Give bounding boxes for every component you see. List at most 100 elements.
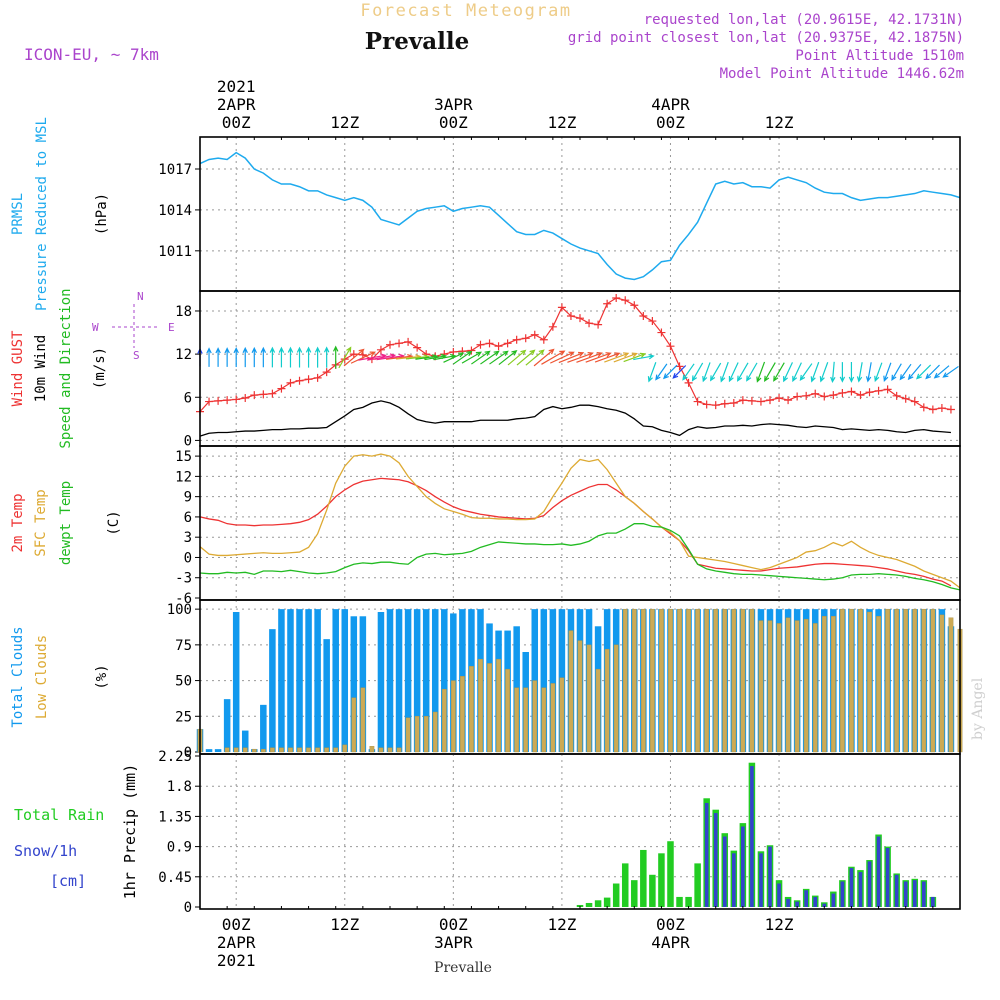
wind-direction-arrow xyxy=(269,346,276,368)
precip-legend-label: Total Rain xyxy=(14,806,104,824)
wind-direction-arrow xyxy=(287,346,294,368)
low-cloud-bar xyxy=(740,608,746,753)
y-tick-label: 9 xyxy=(184,490,192,506)
snow-bar xyxy=(732,853,736,907)
rain-bar xyxy=(621,863,629,907)
y-tick-label: 25 xyxy=(175,709,192,725)
low-cloud-bar xyxy=(478,658,483,753)
rain-bar xyxy=(676,896,683,907)
wind-direction-arrow xyxy=(799,363,813,382)
rain-bar xyxy=(649,874,656,907)
watermark: by Angel xyxy=(970,677,986,740)
total-cloud-bar xyxy=(241,730,249,752)
gust-point xyxy=(413,343,422,352)
low-cloud-bar xyxy=(803,618,809,753)
wind-direction-arrow xyxy=(856,362,863,383)
low-cloud-bar xyxy=(469,666,474,753)
total-cloud-bar xyxy=(413,609,421,752)
low-cloud-bar xyxy=(342,744,348,753)
wind-direction-arrow xyxy=(647,362,657,383)
wind-direction-arrow xyxy=(792,362,802,383)
total-cloud-bar xyxy=(278,609,285,752)
gust-point xyxy=(919,403,928,412)
low-cloud-bar xyxy=(288,747,293,753)
y-axis-unit: 1hr Precip (mm) xyxy=(121,764,139,899)
total-cloud-bar xyxy=(223,699,231,752)
rain-bar xyxy=(612,883,620,907)
wind-direction-arrow xyxy=(933,365,950,379)
wind-direction-arrow xyxy=(206,347,212,367)
wind-direction-arrow xyxy=(810,361,820,383)
y-tick-label: 1017 xyxy=(158,162,192,178)
wind-direction-arrow xyxy=(498,350,518,366)
gust-point xyxy=(856,391,865,400)
x-tick-label-top: 12Z xyxy=(765,113,794,132)
x-tick-label-top: 00Z xyxy=(439,113,468,132)
location-title: Prevalle xyxy=(365,28,469,55)
gust-point xyxy=(349,350,358,359)
total-cloud-bar xyxy=(214,749,222,752)
low-cloud-bar xyxy=(640,608,646,753)
low-cloud-bar xyxy=(233,747,239,753)
gust-point xyxy=(847,387,856,396)
total-cloud-bar xyxy=(422,609,430,752)
gust-point xyxy=(585,319,594,328)
low-cloud-bar xyxy=(306,747,311,753)
y-tick-label: 1.35 xyxy=(158,809,192,825)
low-cloud-bar xyxy=(315,747,320,753)
gust-point xyxy=(612,294,621,303)
y-tick-label: 12 xyxy=(175,347,192,363)
wind-direction-arrow xyxy=(839,362,846,383)
x-tick-label-bottom: 12Z xyxy=(547,915,576,934)
gust-point xyxy=(946,405,955,414)
total-cloud-bar xyxy=(205,749,213,752)
wind-direction-arrow xyxy=(613,352,638,363)
low-cloud-bar xyxy=(514,687,520,753)
total-cloud-bar xyxy=(404,609,412,752)
x-tick-label-bottom: 12Z xyxy=(765,915,794,934)
compass-s: S xyxy=(133,349,140,362)
low-cloud-bar xyxy=(460,676,465,753)
x-tick-label-top: 2021 xyxy=(217,77,256,96)
y-axis-label: 2m Temp xyxy=(10,493,26,552)
total-cloud-bar xyxy=(441,609,448,752)
rain-bar xyxy=(640,849,647,907)
low-cloud-bar xyxy=(251,748,257,753)
rain-bar xyxy=(631,880,638,907)
gust-point xyxy=(829,391,838,400)
total-cloud-bar xyxy=(323,639,330,752)
low-cloud-bar xyxy=(903,608,909,753)
y-tick-label: 100 xyxy=(167,602,192,618)
y-tick-label: 12 xyxy=(175,469,192,485)
snow-bar xyxy=(849,868,854,907)
gust-point xyxy=(865,388,874,397)
wind-direction-arrow xyxy=(242,346,248,368)
low-cloud-bar xyxy=(894,608,900,753)
rain-bar xyxy=(594,900,602,907)
gust-point xyxy=(557,303,566,312)
y-axis-label: Low Clouds xyxy=(34,635,50,719)
low-cloud-bar xyxy=(450,680,456,753)
gust-point xyxy=(910,397,919,406)
snow-bar xyxy=(759,853,763,907)
low-cloud-bar xyxy=(568,630,574,753)
y-axis-label: 10m Wind xyxy=(33,335,49,402)
gust-point xyxy=(892,391,901,400)
gust-point xyxy=(621,296,630,305)
y-axis-unit: (hPa) xyxy=(94,193,110,235)
gust-point xyxy=(729,399,738,408)
wind-direction-arrow xyxy=(260,346,267,368)
wind-direction-arrow xyxy=(728,362,739,383)
low-cloud-bar xyxy=(387,747,393,753)
gust-point xyxy=(214,396,223,405)
low-cloud-bar xyxy=(224,747,230,753)
y-tick-label: 6 xyxy=(184,390,192,406)
gust-point xyxy=(494,342,503,351)
low-cloud-bar xyxy=(785,617,791,753)
gust-point xyxy=(467,346,476,355)
y-tick-label: 50 xyxy=(175,674,192,690)
low-cloud-bar xyxy=(867,611,872,753)
gust-point xyxy=(304,375,313,384)
snow-bar xyxy=(786,898,790,907)
snow-bar xyxy=(867,861,872,907)
